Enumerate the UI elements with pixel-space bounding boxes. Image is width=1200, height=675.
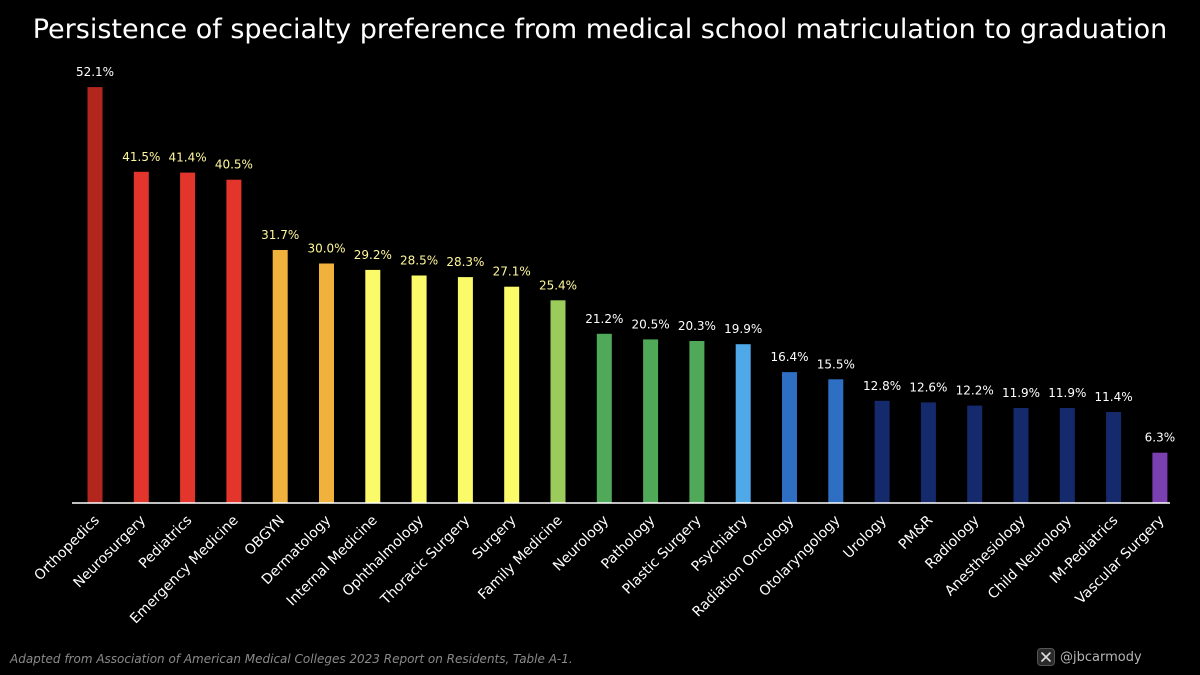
value-label: 11.9%	[1002, 386, 1040, 400]
value-label: 41.5%	[122, 150, 160, 164]
value-label: 28.3%	[446, 255, 484, 269]
bar-orthopedics	[87, 87, 103, 503]
bars-layer	[87, 87, 1168, 504]
value-label: 19.9%	[724, 322, 762, 336]
value-label: 41.4%	[169, 151, 207, 165]
bar-radiology	[967, 405, 983, 503]
bar-otolaryngology	[828, 379, 844, 503]
bar-radiation-oncology	[782, 372, 797, 503]
bar-ophthalmology	[411, 275, 427, 503]
bar-internal-medicine	[365, 269, 381, 503]
bar-vascular-surgery	[1152, 452, 1168, 503]
tick-label: Otolaryngology	[756, 513, 843, 600]
tick-label: Child Neurology	[985, 513, 1075, 603]
value-label: 27.1%	[493, 265, 531, 279]
tick-label: Family Medicine	[475, 513, 566, 604]
value-label: 12.2%	[956, 384, 994, 398]
bar-dermatology	[319, 263, 334, 503]
value-label: 11.9%	[1048, 386, 1086, 400]
bar-urology	[874, 400, 890, 503]
tick-labels-layer: OrthopedicsNeurosurgeryPediatricsEmergen…	[31, 512, 1167, 627]
bar-family-medicine	[550, 300, 566, 503]
source-note: Adapted from Association of American Med…	[10, 652, 573, 666]
bar-anesthesiology	[1013, 408, 1029, 503]
chart-title: Persistence of specialty preference from…	[32, 14, 1168, 45]
value-label: 12.6%	[909, 380, 947, 394]
tick-label: Thoracic Surgery	[377, 513, 473, 609]
value-label: 25.4%	[539, 278, 577, 292]
value-label: 11.4%	[1095, 390, 1133, 404]
value-label: 6.3%	[1145, 431, 1176, 445]
x-logo-icon	[1037, 648, 1055, 666]
bar-neurosurgery	[133, 171, 149, 504]
tick-label: Anesthesiology	[942, 513, 1029, 600]
value-label: 20.3%	[678, 319, 716, 333]
tick-label: Vascular Surgery	[1073, 513, 1168, 608]
author-handle[interactable]: @jbcarmody	[1037, 648, 1142, 666]
value-label: 15.5%	[817, 357, 855, 371]
bar-pm-r	[920, 402, 936, 503]
value-label: 31.7%	[261, 228, 299, 242]
value-label: 20.5%	[632, 317, 670, 331]
bar-surgery	[504, 286, 520, 503]
bar-plastic-surgery	[689, 341, 705, 503]
value-labels-layer: 52.1% 41.5% 41.4% 40.5% 31.7% 30.0% 29.2% 28.5%…	[76, 65, 1175, 445]
value-label: 28.5%	[400, 254, 438, 268]
value-label: 40.5%	[215, 158, 253, 172]
value-label: 29.2%	[354, 248, 392, 262]
tick-label: OBGYN	[242, 513, 288, 559]
bar-psychiatry	[735, 344, 751, 503]
bar-emergency-medicine	[226, 179, 242, 503]
tick-label: Ophthalmology	[340, 513, 427, 600]
bar-obgyn	[272, 250, 288, 503]
bar-neurology	[596, 333, 612, 503]
tick-label: PM&R	[896, 512, 937, 553]
value-label: 21.2%	[585, 312, 623, 326]
value-label: 52.1%	[76, 65, 114, 79]
value-label: 16.4%	[770, 350, 808, 364]
bar-pediatrics	[180, 172, 196, 503]
bar-im-pediatrics	[1106, 412, 1122, 503]
bar-child-neurology	[1059, 408, 1075, 503]
bar-thoracic-surgery	[457, 277, 473, 503]
tick-label: Plastic Surgery	[619, 513, 704, 598]
value-label: 12.8%	[863, 379, 901, 393]
author-handle-text: @jbcarmody	[1060, 649, 1142, 665]
tick-label: Urology	[841, 513, 890, 562]
bar-pathology	[643, 339, 659, 503]
value-label: 30.0%	[307, 242, 345, 256]
